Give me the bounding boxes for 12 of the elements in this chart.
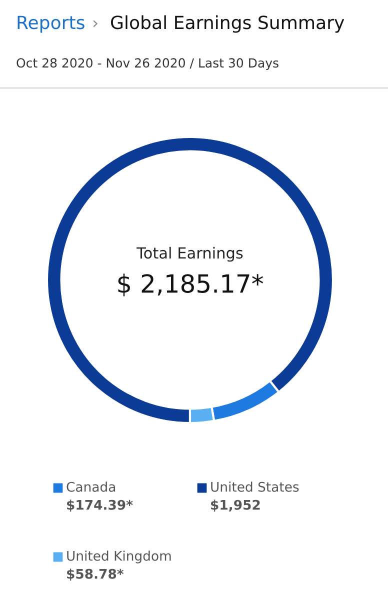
- data-label: $1,952: [211, 500, 260, 512]
- text: ›: [94, 20, 98, 28]
- legend-label: Canada: [66, 482, 116, 492]
- text: Total Earnings: [136, 246, 243, 262]
- legend-label: United States: [211, 482, 299, 492]
- data-label: $174.39*: [67, 500, 133, 512]
- data-label: $58.78*: [67, 568, 124, 581]
- text: Reports: [18, 16, 84, 33]
- legend-label: United Kingdom: [67, 550, 171, 564]
- chart-subtitle: Oct 28 2020 - Nov 26 2020 / Last 30 Days: [16, 58, 278, 70]
- text: $ 2,185.17*: [118, 274, 264, 296]
- chart-title: Global Earnings Summary: [111, 15, 344, 33]
